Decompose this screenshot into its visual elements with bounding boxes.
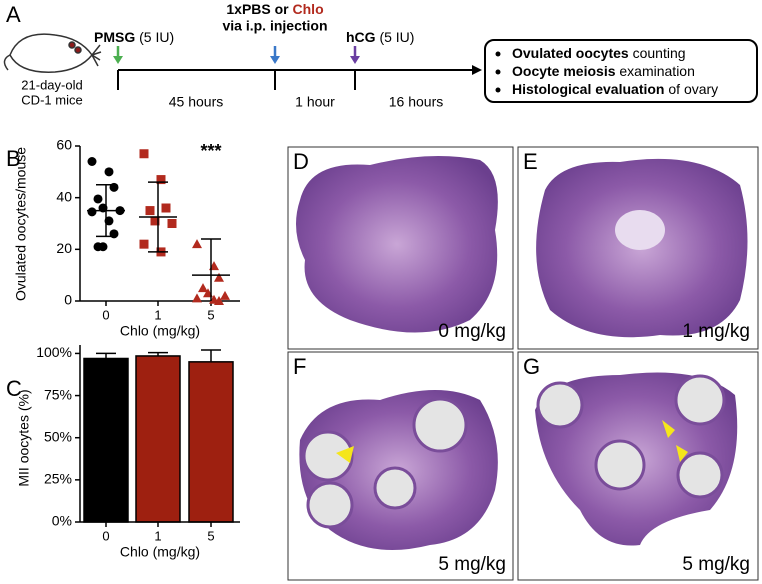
text: (5 IU) (139, 29, 174, 45)
text: 1xPBS or (226, 1, 292, 17)
y-axis-label: MII oocytes (%) (16, 389, 32, 486)
injection-label: via i.p. injection (222, 18, 327, 34)
event-arrows (113, 46, 360, 64)
x-tick-label: 0 (102, 307, 109, 322)
point (214, 272, 224, 282)
y-tick-label: 50% (44, 428, 72, 444)
point (104, 167, 114, 177)
point (198, 283, 208, 293)
panel-letter: B (6, 146, 21, 171)
y-tick-label: 60 (56, 137, 72, 153)
text: Chlo (293, 1, 324, 17)
bar (83, 357, 129, 523)
y-tick-label: 0% (52, 513, 72, 529)
error-bar (201, 238, 221, 301)
histology-d: D 0 mg/kg (287, 146, 514, 350)
interval-label: 1 hour (295, 94, 335, 110)
y-tick-label: 25% (44, 471, 72, 487)
text: Ovulated oocytes (512, 45, 629, 61)
chart-c: MII oocytes (%) 0% 25% 50% 75% 100% 0 1 5 Chlo (m… (16, 344, 240, 560)
point (87, 207, 97, 217)
injection-label: 1xPBS or Chlo (226, 1, 323, 17)
text: (5 IU) (379, 29, 414, 45)
point (214, 296, 224, 305)
x-tick-label: 0 (102, 528, 109, 543)
panel-letter: A (6, 2, 21, 27)
text: Histological evaluation (512, 81, 664, 97)
annotation: *** (200, 141, 221, 161)
point (192, 239, 202, 249)
point (156, 175, 166, 185)
text: examination (616, 63, 695, 79)
histology-e: E 1 mg/kg (517, 146, 759, 350)
y-tick-label: 20 (56, 240, 72, 256)
outcome-box (484, 39, 758, 103)
error-bar (148, 181, 168, 253)
x-tick-label: 5 (207, 528, 214, 543)
histology-f: F 5 mg/kg (287, 351, 514, 581)
point (139, 149, 149, 159)
y-tick-label: 75% (44, 386, 72, 402)
point (192, 293, 202, 303)
chart-b: 0 20 40 60 0 1 5 Chlo (mg/kg) Ovulated oocytes/m… (13, 137, 240, 339)
timeline (117, 69, 478, 90)
bar (135, 355, 181, 523)
mouse-label: 21-day-old (21, 77, 82, 92)
panel-letter: C (6, 376, 22, 401)
outcome-list: Ovulated oocytes counting Oocyte meiosis … (495, 45, 718, 97)
dose-label: 0 mg/kg (438, 321, 506, 342)
histology-g: G 5 mg/kg (517, 351, 759, 581)
dose-label: 5 mg/kg (438, 554, 506, 575)
panel-letter: F (293, 354, 306, 379)
point (87, 157, 97, 166)
outcome: Histological evaluation of ovary (512, 81, 718, 97)
interval-label: 16 hours (389, 94, 443, 110)
dose-label: 5 mg/kg (682, 554, 750, 575)
y-tick-label: 100% (36, 344, 72, 360)
point (161, 203, 171, 213)
point (220, 290, 230, 300)
bullet (495, 51, 501, 57)
x-tick-label: 5 (207, 307, 214, 322)
bar (188, 361, 234, 523)
text: Oocyte meiosis (512, 63, 616, 79)
mouse-icon (3, 33, 102, 73)
text: of ovary (664, 81, 718, 97)
y-tick-label: 40 (56, 188, 72, 204)
panel-letter: G (523, 354, 540, 379)
point (93, 194, 103, 204)
point (167, 219, 177, 228)
point (150, 216, 160, 226)
dose-label: 1 mg/kg (682, 321, 750, 342)
panel-letter: E (523, 149, 538, 174)
point (139, 239, 149, 249)
text: counting (629, 45, 686, 61)
pmsg-label: PMSG (5 IU) (94, 29, 174, 45)
hcg-label: hCG (5 IU) (346, 29, 414, 45)
outcome: Oocyte meiosis examination (512, 63, 695, 79)
bullet (495, 69, 501, 75)
arrow-head (472, 65, 482, 75)
x-axis-label: Chlo (mg/kg) (120, 544, 200, 560)
error-bar (96, 184, 116, 238)
outcome: Ovulated oocytes counting (512, 45, 686, 61)
point (145, 206, 155, 216)
text: PMSG (94, 29, 135, 45)
x-tick-label: 1 (154, 307, 161, 322)
x-tick-label: 1 (154, 528, 161, 543)
mouse-label: CD-1 mice (21, 92, 82, 107)
point (98, 242, 108, 252)
y-axis-label: Ovulated oocytes/mouse (13, 147, 29, 301)
text: hCG (346, 29, 376, 45)
x-axis-label: Chlo (mg/kg) (120, 323, 200, 339)
bullet (495, 87, 501, 93)
interval-label: 45 hours (169, 94, 223, 110)
y-tick-label: 0 (64, 292, 72, 308)
panel-letter: D (293, 149, 309, 174)
